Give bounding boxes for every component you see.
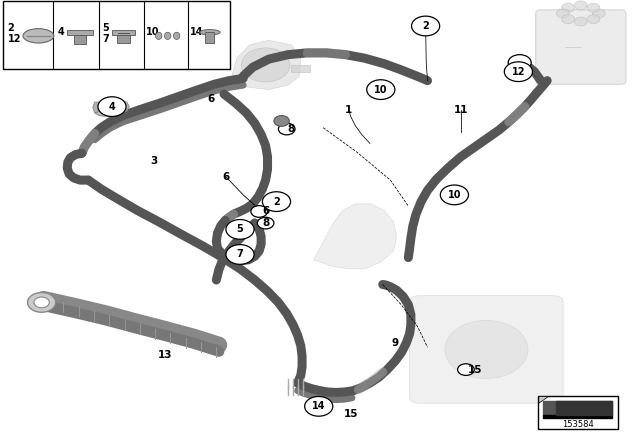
Text: 5
7: 5 7 [102,23,109,44]
Circle shape [562,3,575,12]
Ellipse shape [200,30,220,35]
Circle shape [575,17,588,26]
Circle shape [562,15,575,24]
FancyBboxPatch shape [536,10,626,84]
Bar [112,30,135,35]
Text: 2
12: 2 12 [8,23,21,44]
Polygon shape [230,40,301,90]
Circle shape [367,80,395,99]
Text: 6: 6 [207,94,215,103]
Text: 14: 14 [312,401,326,411]
Ellipse shape [164,32,171,39]
Circle shape [251,206,268,217]
Circle shape [575,1,588,10]
Text: 7: 7 [237,250,243,259]
Circle shape [305,396,333,416]
Text: 3: 3 [150,156,157,166]
Circle shape [587,3,600,12]
Circle shape [34,297,49,308]
Text: 15: 15 [344,409,358,419]
Text: 2: 2 [273,197,280,207]
Ellipse shape [23,29,54,43]
Text: 10: 10 [447,190,461,200]
Text: 4: 4 [58,27,65,37]
Polygon shape [556,401,612,415]
Bar [538,396,618,429]
Circle shape [274,116,289,126]
Text: 153584: 153584 [562,420,593,429]
Polygon shape [95,100,129,116]
FancyBboxPatch shape [410,296,563,403]
Text: 11: 11 [454,105,468,115]
Circle shape [278,123,295,135]
Circle shape [226,220,254,239]
Polygon shape [539,396,548,403]
Text: 12: 12 [511,67,525,77]
Circle shape [226,245,254,264]
Circle shape [308,399,329,414]
Text: 14: 14 [189,27,203,37]
Bar [291,65,310,72]
Circle shape [504,62,532,82]
Bar [117,35,130,43]
Circle shape [440,185,468,205]
Circle shape [228,246,252,263]
Ellipse shape [173,32,180,39]
Polygon shape [543,401,612,415]
Circle shape [241,48,290,82]
Circle shape [98,97,126,116]
Circle shape [257,217,274,229]
Circle shape [228,221,252,237]
Ellipse shape [156,32,162,39]
Circle shape [262,192,291,211]
Text: 8: 8 [287,124,295,134]
Circle shape [28,293,56,312]
Polygon shape [543,415,612,418]
Text: 15: 15 [468,365,482,375]
Bar [67,30,93,35]
Circle shape [557,9,570,18]
Text: 13: 13 [158,350,172,360]
Circle shape [587,15,600,24]
Polygon shape [93,102,99,113]
Circle shape [412,16,440,36]
Bar [3,1,230,69]
Text: 6: 6 [262,207,269,216]
Text: 8: 8 [262,218,269,228]
Text: 10: 10 [146,27,159,37]
Circle shape [593,9,605,18]
Circle shape [508,55,531,71]
Circle shape [235,249,252,260]
Text: 10: 10 [374,85,388,95]
Text: 4: 4 [109,102,115,112]
Bar [74,35,86,44]
Text: 9: 9 [392,338,399,348]
Text: 1: 1 [345,105,353,115]
Circle shape [458,364,474,375]
Text: 5: 5 [237,224,243,234]
Circle shape [445,320,528,379]
Text: 6: 6 [222,172,230,182]
Text: 2: 2 [422,21,429,31]
Polygon shape [314,204,397,269]
Bar [205,32,214,43]
